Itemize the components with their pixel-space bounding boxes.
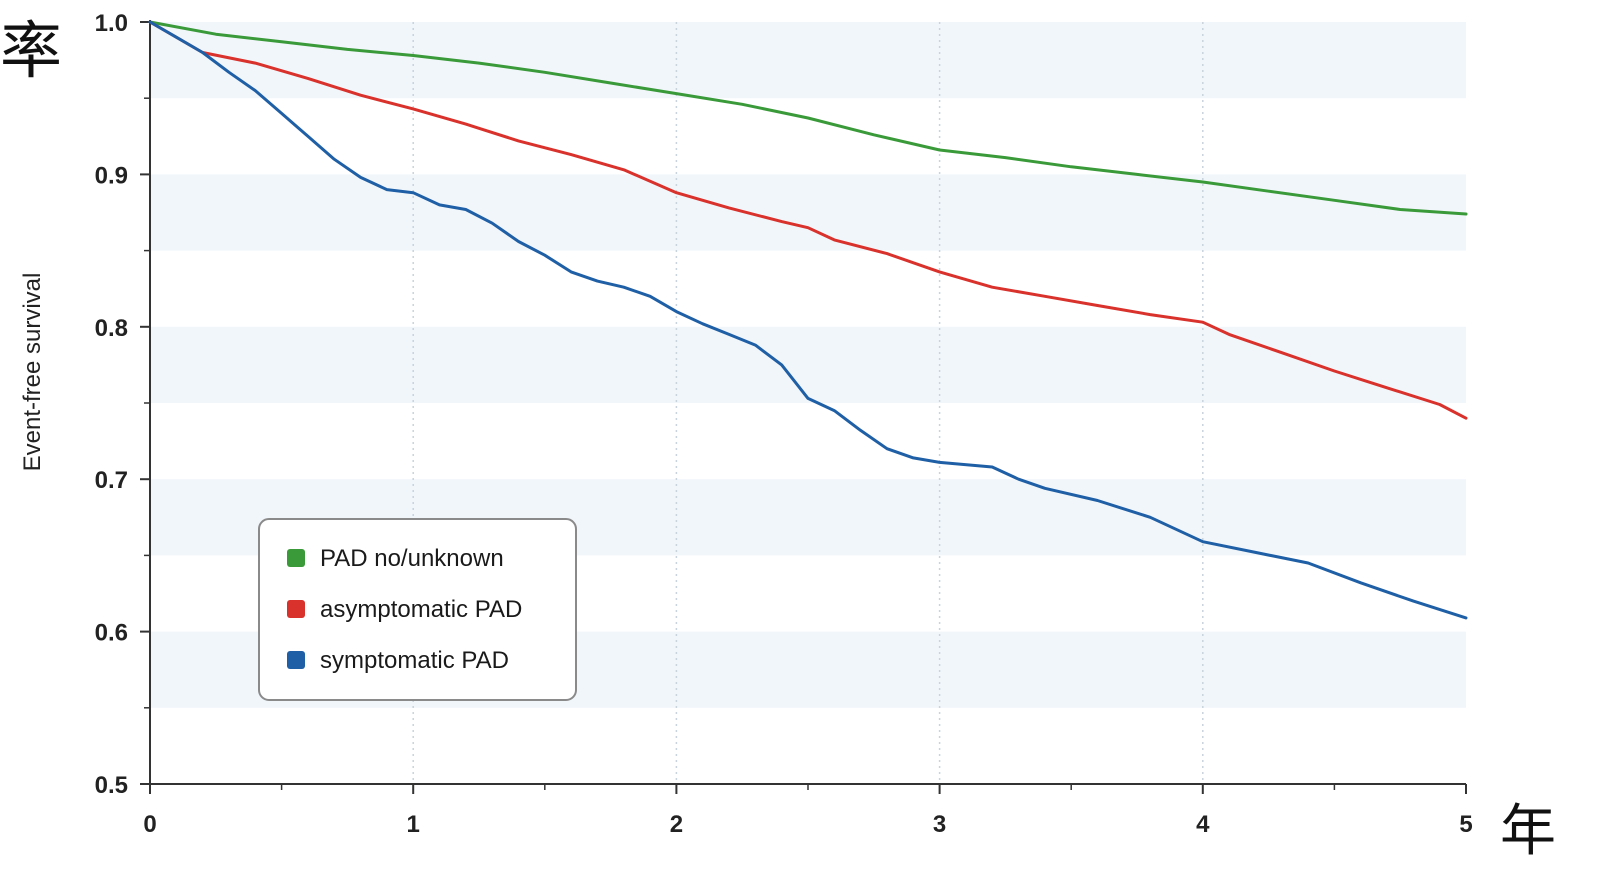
x-tick-label-0: 0: [143, 811, 156, 838]
corner-label-bottom-right: 年: [1500, 799, 1556, 864]
x-tick-label-3: 3: [933, 811, 946, 838]
axis-ticks: 0 1 2 3 4 5 0.5 0.6 0.7 0.8 0.9 1.0: [95, 10, 1473, 838]
x-tick-label-4: 4: [1196, 811, 1210, 838]
y-tick-label-3: 0.8: [95, 315, 128, 342]
y-tick-label-1: 0.6: [95, 620, 128, 647]
legend-swatch-pad-no-unknown: [287, 549, 305, 567]
x-tick-label-1: 1: [407, 811, 420, 838]
x-tick-label-2: 2: [670, 811, 683, 838]
y-tick-label-5: 1.0: [95, 10, 128, 37]
series-lines: [148, 20, 1468, 620]
legend-swatch-symptomatic-pad: [287, 651, 305, 669]
background-band-3: [150, 174, 1466, 251]
series-line-asymptomatic-pad: [148, 20, 1468, 420]
legend-box: [258, 518, 577, 701]
x-tick-label-5: 5: [1459, 811, 1472, 838]
legend-label-symptomatic-pad: symptomatic PAD: [320, 647, 509, 674]
background-band-4: [150, 22, 1466, 99]
legend: PAD no/unknown asymptomatic PAD symptomati…: [258, 518, 577, 701]
corner-label-top-left: 率: [0, 14, 62, 87]
background-band-2: [150, 326, 1466, 403]
y-tick-label-2: 0.7: [95, 467, 128, 494]
legend-label-pad-no-unknown: PAD no/unknown: [320, 545, 504, 572]
y-tick-label-4: 0.9: [95, 162, 128, 189]
y-tick-label-0: 0.5: [95, 772, 128, 799]
legend-label-asymptomatic-pad: asymptomatic PAD: [320, 596, 522, 623]
legend-swatch-asymptomatic-pad: [287, 600, 305, 618]
y-axis-title: Event-free survival: [19, 273, 46, 472]
series-line-pad-no-unknown: [148, 20, 1468, 216]
series-line-symptomatic-pad: [148, 20, 1468, 620]
